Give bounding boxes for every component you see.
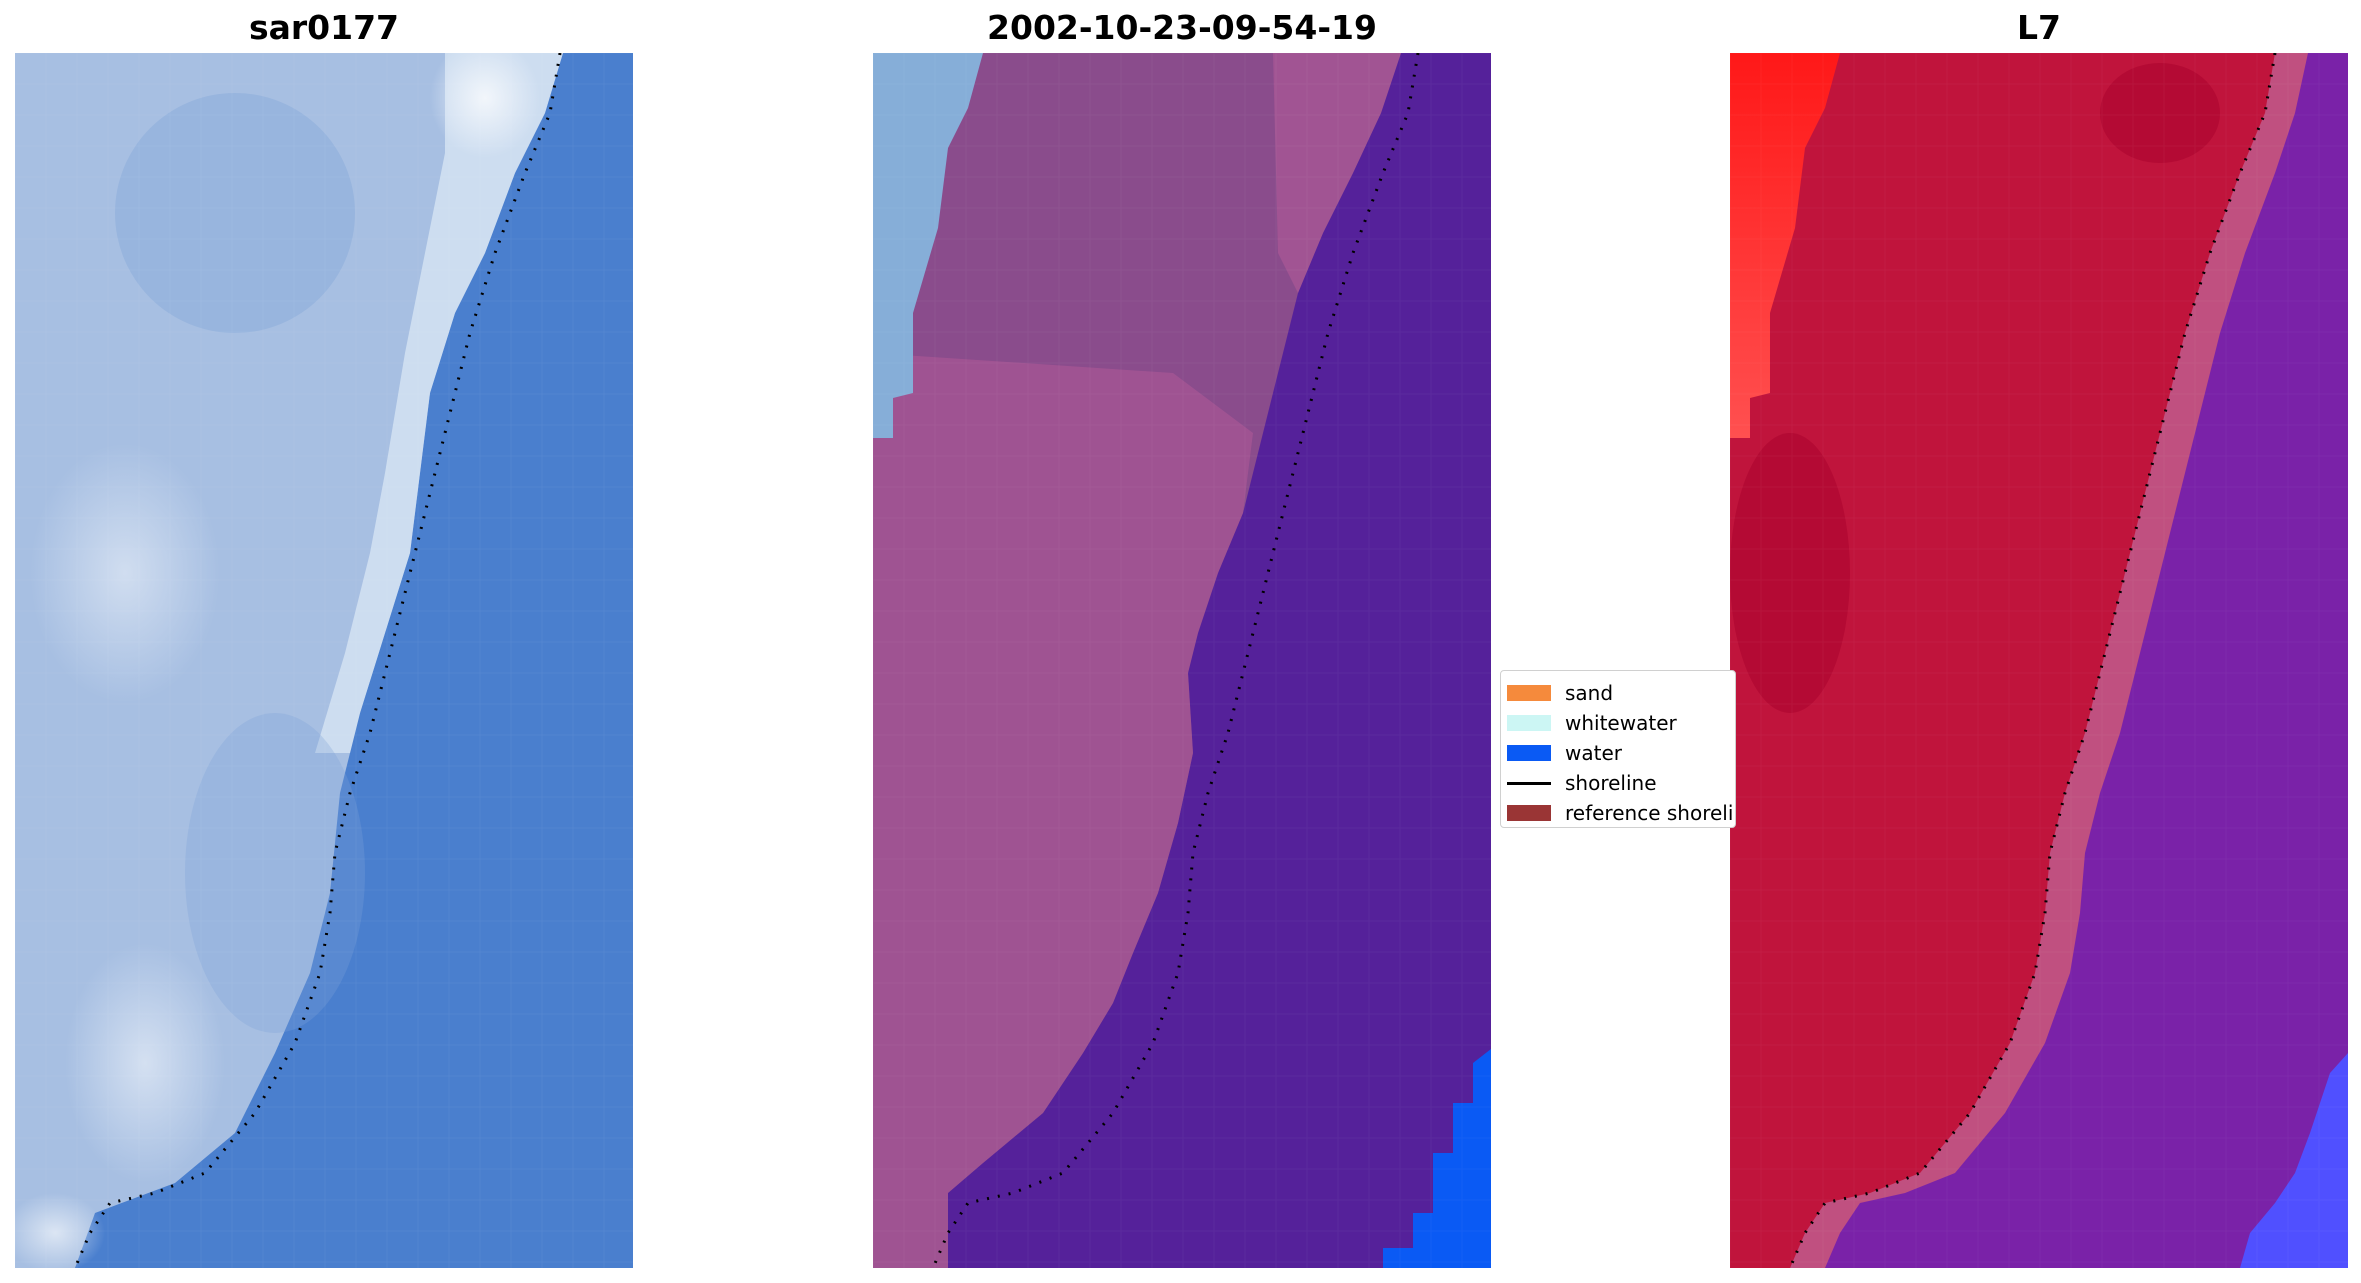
shoreline — [1788, 53, 2277, 1268]
legend-label: shoreline — [1565, 771, 1657, 795]
shoreline-line-swatch — [1507, 781, 1551, 785]
legend-label: water — [1565, 741, 1622, 765]
shoreline — [931, 53, 1420, 1268]
legend-item-sand: sand — [1507, 678, 1735, 708]
legend: sand whitewater water shoreline referenc… — [1500, 670, 1736, 828]
classified-image-panel — [873, 53, 1491, 1268]
panel-title-mndwi: L7 — [2017, 8, 2061, 47]
legend-item-reference-shoreline: reference shoreline — [1507, 798, 1735, 827]
shoreline — [73, 53, 562, 1268]
rgb-image — [15, 53, 633, 1268]
legend-label: sand — [1565, 681, 1614, 705]
panel-title-classified: 2002-10-23-09-54-19 — [987, 8, 1377, 47]
legend-item-whitewater: whitewater — [1507, 708, 1735, 738]
sand-swatch — [1507, 685, 1551, 701]
panel-title-rgb: sar0177 — [248, 8, 400, 47]
rgb-image-panel — [15, 53, 633, 1268]
legend-item-water: water — [1507, 738, 1735, 768]
mndwi-image-panel — [1730, 53, 2348, 1268]
legend-label: whitewater — [1565, 711, 1677, 735]
mndwi-image — [1730, 53, 2348, 1268]
whitewater-swatch — [1507, 715, 1551, 731]
reference-shoreline-swatch — [1507, 805, 1551, 821]
water-swatch — [1507, 745, 1551, 761]
classified-image — [873, 53, 1491, 1268]
legend-item-shoreline: shoreline — [1507, 768, 1735, 798]
legend-label: reference shoreline — [1565, 801, 1735, 825]
